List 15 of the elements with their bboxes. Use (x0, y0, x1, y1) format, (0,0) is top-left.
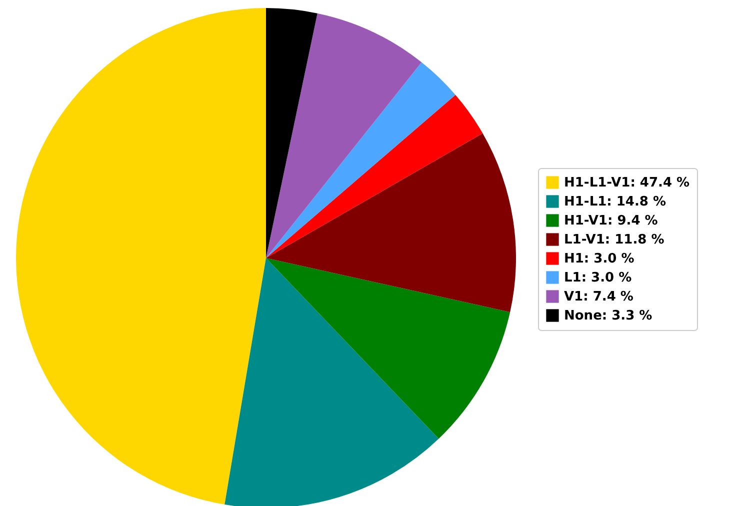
pie-slice (266, 62, 456, 258)
legend-label: H1-L1-V1: 47.4 % (564, 176, 690, 190)
pie-slice (224, 258, 439, 506)
legend-label: H1-V1: 9.4 % (564, 214, 658, 228)
legend-label: None: 3.3 % (564, 308, 652, 324)
pie-slice (266, 94, 483, 258)
legend-label: H1: 3.0 % (564, 252, 634, 266)
legend-label: L1-V1: 11.8 % (564, 232, 664, 248)
pie-slice (266, 133, 516, 312)
pie-slice (266, 258, 510, 439)
legend-label: H1-L1: 14.8 % (564, 194, 666, 210)
legend-label: V1: 7.4 % (564, 290, 634, 304)
pie-slice (266, 13, 422, 258)
legend-label: L1: 3.0 % (564, 270, 632, 286)
pie-slice (266, 8, 318, 258)
